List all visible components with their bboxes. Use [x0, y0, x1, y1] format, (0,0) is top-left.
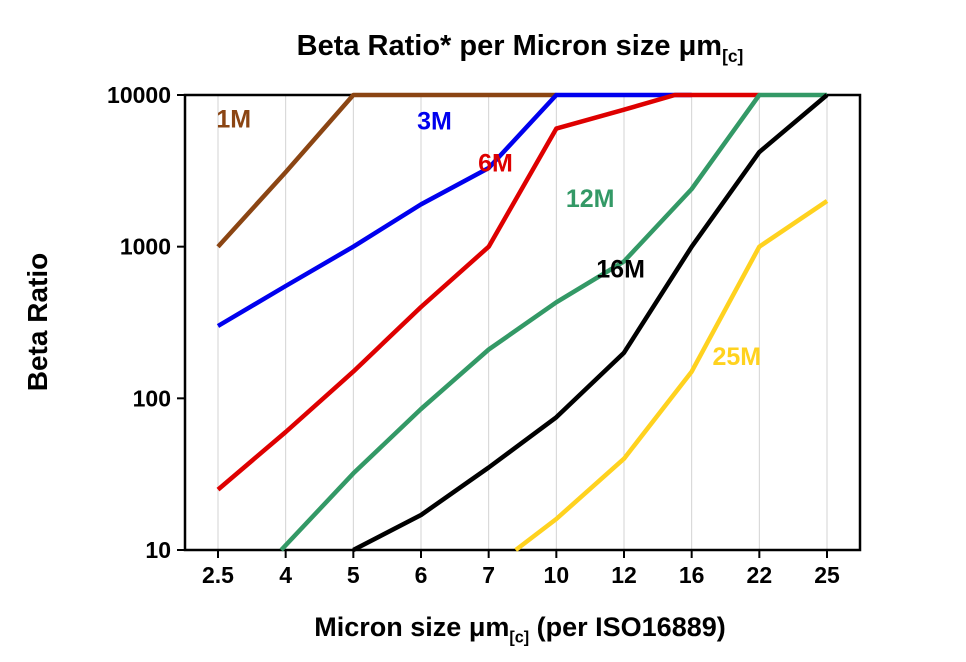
x-tick-label: 16	[679, 562, 705, 588]
series-line-6M	[216, 92, 760, 492]
series-line-12M	[279, 92, 827, 552]
y-tick-label: 1000	[120, 234, 171, 260]
series-line-3M	[216, 92, 692, 328]
x-axis-title-suffix: (per ISO16889)	[529, 612, 726, 642]
series-label-12M: 12M	[566, 185, 615, 213]
x-tick-label: 22	[747, 562, 773, 588]
series-line-25M	[514, 199, 829, 552]
y-tick-label: 10000	[107, 82, 171, 108]
x-axis-title-subscript: [c]	[509, 628, 530, 647]
series-label-6M: 6M	[478, 149, 513, 177]
chart-title-mu: μm	[678, 30, 723, 62]
series-line-1M	[216, 92, 557, 249]
x-tick-label: 12	[611, 562, 637, 588]
x-axis-title-text: Micron size	[314, 612, 469, 642]
x-axis-title: Micron size μm[c] (per ISO16889)	[80, 612, 960, 647]
x-axis-title-mu: μm	[468, 612, 510, 642]
x-tick-label: 25	[814, 562, 840, 588]
series-line-16M	[352, 93, 829, 552]
x-tick-label: 4	[279, 562, 292, 588]
series-label-25M: 25M	[712, 343, 761, 371]
chart-title: Beta Ratio* per Micron size μm[c]	[80, 30, 960, 67]
series-label-3M: 3M	[417, 107, 452, 135]
x-tick-label: 5	[347, 562, 360, 588]
chart-title-subscript: [c]	[722, 45, 744, 66]
plot-border	[183, 93, 862, 552]
y-tick-label: 10	[145, 537, 171, 563]
x-tick-label: 7	[482, 562, 495, 588]
chart-title-text: Beta Ratio* per Micron size	[296, 30, 679, 62]
x-tick-label: 6	[415, 562, 428, 588]
x-tick-label: 2.5	[202, 562, 234, 588]
series-label-16M: 16M	[596, 255, 645, 283]
x-tick-label: 10	[544, 562, 570, 588]
series-label-1M: 1M	[216, 105, 251, 133]
y-tick-label: 100	[133, 385, 171, 411]
